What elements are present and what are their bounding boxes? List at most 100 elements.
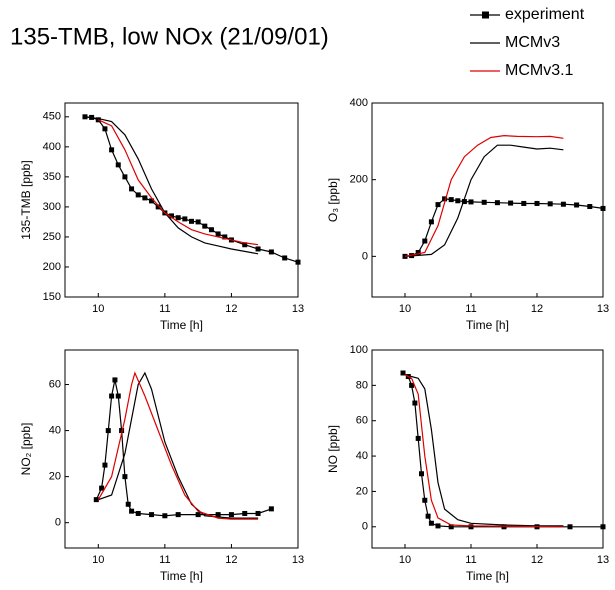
series-line	[404, 144, 564, 257]
data-point	[122, 474, 128, 480]
data-point	[461, 199, 467, 205]
y-tick-label: 350	[43, 171, 61, 183]
series-line	[98, 119, 259, 246]
y-tick-label: 250	[43, 231, 61, 243]
data-point	[115, 393, 121, 399]
y-tick-label: 150	[43, 291, 61, 303]
data-point	[412, 400, 418, 406]
x-tick-label: 11	[465, 554, 476, 566]
data-point	[129, 508, 135, 514]
data-point	[600, 205, 606, 211]
plot-frame	[64, 102, 299, 298]
y-tick-label: 0	[55, 517, 61, 529]
data-point	[169, 213, 175, 219]
plot-frame	[371, 102, 604, 298]
data-point	[574, 202, 580, 208]
y-tick-label: 0	[362, 250, 368, 262]
y-tick-label: 200	[350, 174, 368, 186]
legend-marker	[482, 11, 489, 19]
y-tick-label: 300	[43, 201, 61, 213]
x-tick-label: 11	[159, 303, 170, 315]
data-point	[242, 510, 248, 516]
data-point	[95, 117, 101, 123]
data-point	[268, 249, 274, 255]
data-point	[435, 523, 441, 529]
data-point	[547, 201, 553, 207]
data-point	[415, 435, 421, 441]
y-tick-label: 200	[43, 261, 61, 273]
data-point	[428, 520, 434, 526]
y-tick-label: 100	[350, 344, 368, 356]
data-point	[195, 512, 201, 518]
plot-frame	[64, 349, 299, 549]
data-point	[125, 501, 131, 507]
data-point	[295, 259, 301, 265]
data-point	[215, 231, 221, 237]
data-point	[182, 216, 188, 222]
y-tick-label: 450	[43, 111, 61, 123]
y-tick-label: 400	[350, 97, 368, 109]
data-point	[202, 223, 208, 229]
data-point	[149, 512, 155, 518]
legend-label: experiment	[505, 6, 585, 23]
data-point	[428, 219, 434, 225]
x-tick-label: 10	[399, 554, 411, 566]
data-point	[409, 382, 415, 388]
data-point	[560, 201, 566, 207]
data-point	[195, 219, 201, 225]
data-point	[435, 202, 441, 208]
x-tick-label: 11	[465, 303, 476, 315]
x-tick-label: 13	[597, 303, 609, 315]
data-point	[448, 197, 454, 203]
data-point	[442, 196, 448, 202]
data-point	[455, 198, 461, 204]
data-point	[425, 513, 431, 519]
y-tick-label: 20	[356, 485, 368, 497]
x-tick-label: 13	[292, 303, 304, 315]
legend-label: MCMv3	[505, 34, 560, 51]
data-point	[222, 234, 228, 240]
data-point	[521, 200, 527, 206]
data-point	[422, 497, 428, 503]
y-tick-label: 0	[362, 521, 368, 533]
data-point	[99, 485, 105, 491]
figure-title: 135-TMB, low NOx (21/09/01)	[10, 23, 329, 50]
data-point	[115, 162, 121, 168]
data-point	[400, 370, 406, 376]
data-point	[119, 428, 125, 434]
data-point	[481, 199, 487, 205]
x-axis-label: Time [h]	[466, 318, 509, 332]
data-point	[242, 242, 248, 248]
data-point	[175, 512, 181, 518]
data-point	[102, 462, 108, 468]
x-tick-label: 10	[92, 303, 104, 315]
data-point	[255, 246, 261, 252]
data-point	[468, 524, 474, 530]
data-point	[255, 510, 261, 516]
series-line	[84, 116, 259, 255]
x-tick-label: 10	[399, 303, 411, 315]
data-point	[534, 200, 540, 206]
data-point	[419, 471, 424, 477]
data-point	[142, 195, 148, 201]
x-tick-label: 12	[531, 554, 543, 566]
data-point	[109, 393, 115, 399]
x-tick-label: 10	[92, 554, 104, 566]
x-tick-label: 12	[225, 303, 237, 315]
data-point	[162, 513, 168, 519]
data-point	[494, 200, 500, 206]
data-point	[468, 199, 474, 205]
plot-frame	[371, 349, 604, 549]
x-tick-label: 11	[159, 554, 170, 566]
data-point	[228, 512, 234, 518]
series-line	[95, 379, 272, 517]
legend-label: MCMv3.1	[505, 62, 574, 79]
x-axis-label: Time [h]	[466, 569, 509, 583]
data-point	[112, 377, 118, 383]
x-tick-label: 13	[292, 554, 304, 566]
data-point	[93, 497, 99, 503]
data-point	[587, 204, 593, 210]
data-point	[175, 215, 181, 221]
data-point	[208, 227, 214, 233]
